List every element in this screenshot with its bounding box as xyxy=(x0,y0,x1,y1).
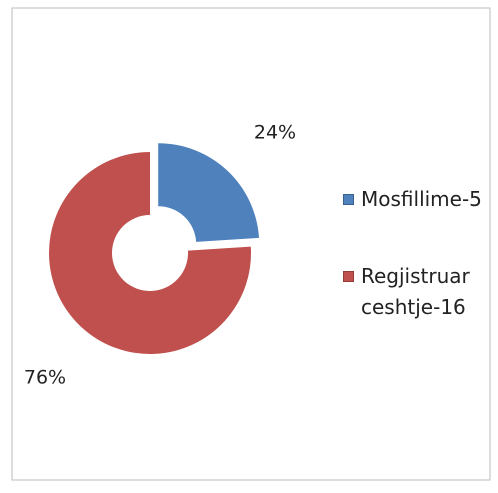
legend-swatch xyxy=(343,271,354,282)
legend-item: Mosfillime-5 xyxy=(343,184,483,215)
data-label: 24% xyxy=(254,122,296,144)
chart-border xyxy=(11,7,491,481)
legend-label: Mosfillime-5 xyxy=(361,187,482,211)
donut-slice xyxy=(49,152,252,354)
legend-label: Regjistruar ceshtje-16 xyxy=(361,264,470,319)
legend-item: Regjistruar ceshtje-16 xyxy=(343,261,483,323)
donut-slice xyxy=(158,143,260,242)
legend-swatch xyxy=(343,194,354,205)
data-label: 76% xyxy=(24,367,66,389)
